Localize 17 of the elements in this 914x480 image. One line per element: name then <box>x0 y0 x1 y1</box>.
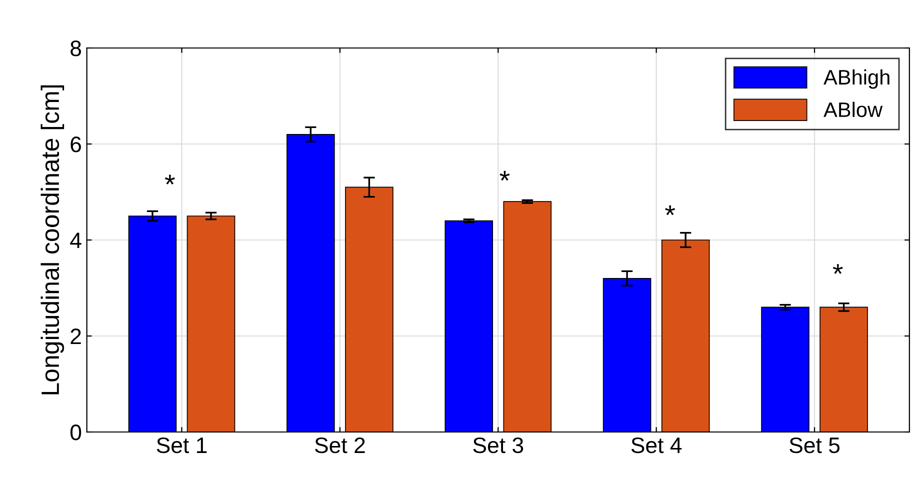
x-tick-label: Set 5 <box>790 437 840 454</box>
y-tick-label: 2 <box>70 328 81 344</box>
y-tick-label: 8 <box>70 40 82 56</box>
annotation: * <box>164 174 175 184</box>
x-tick-label: Set 3 <box>473 437 524 454</box>
legend-label: ABhigh <box>824 69 890 89</box>
y-tick-label: 6 <box>70 136 81 152</box>
annotation: * <box>665 205 676 216</box>
y-axis-title: Longitudinal coordinate [cm] <box>40 85 64 394</box>
legend-label: ABlow <box>824 102 883 118</box>
y-tick-label: 0 <box>70 424 82 440</box>
annotation: * <box>500 170 510 181</box>
x-tick-label: Set 1 <box>156 437 207 454</box>
x-tick-label: Set 2 <box>315 437 365 454</box>
annotation: * <box>832 264 843 274</box>
y-tick-label: 4 <box>70 232 82 248</box>
x-tick-label: Set 4 <box>631 437 682 454</box>
